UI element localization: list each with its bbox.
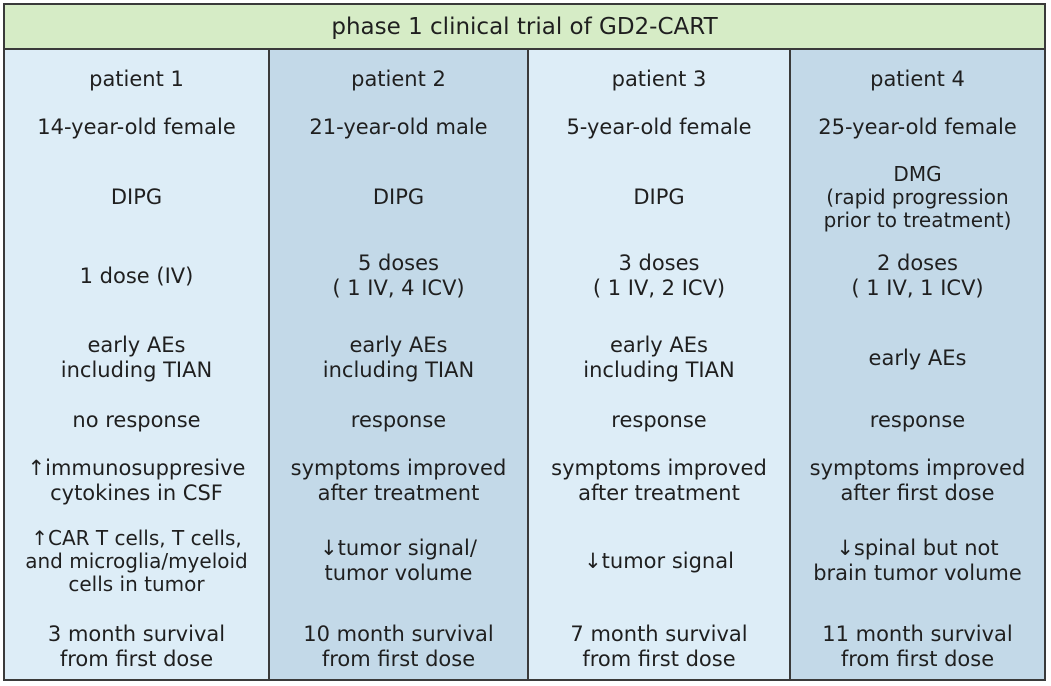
patient-demographics: 21-year-old male (309, 114, 488, 139)
patient-diagnosis: DIPG (633, 184, 685, 209)
patient-demographics: 5-year-old female (566, 114, 752, 139)
patient-adverse-events: early AEs including TIAN (60, 333, 213, 382)
patient-column-3: patient 3 5-year-old female DIPG 3 doses… (527, 50, 789, 679)
patient-response: response (350, 407, 447, 432)
table-title: phase 1 clinical trial of GD2-CART (5, 5, 1044, 50)
patient-tumor-finding: ↓tumor signal (584, 548, 734, 573)
patient-dosing: 5 doses ( 1 IV, 4 ICV) (332, 251, 465, 300)
patient-tumor-finding: ↓spinal but not brain tumor volume (813, 536, 1022, 585)
patient-column-2: patient 2 21-year-old male DIPG 5 doses … (268, 50, 527, 679)
patient-demographics: 14-year-old female (37, 114, 236, 139)
patient-diagnosis: DIPG (110, 184, 163, 209)
patient-column-4: patient 4 25-year-old female DMG (rapid … (789, 50, 1044, 679)
patient-name: patient 4 (870, 66, 965, 91)
patient-adverse-events: early AEs (868, 345, 967, 370)
patient-survival: 11 month survival from first dose (822, 622, 1013, 671)
patient-survival: 3 month survival from first dose (47, 622, 226, 671)
patient-response: response (611, 407, 707, 432)
patient-demographics: 25-year-old female (818, 114, 1017, 139)
patient-diagnosis: DIPG (372, 184, 425, 209)
patient-clinical-note: symptoms improved after treatment (551, 456, 767, 505)
patient-clinical-note: symptoms improved after treatment (290, 456, 507, 505)
patient-response: no response (72, 407, 201, 432)
patient-dosing: 3 doses ( 1 IV, 2 ICV) (592, 251, 726, 300)
patient-survival: 10 month survival from first dose (303, 622, 494, 671)
patient-response: response (869, 407, 966, 432)
patient-adverse-events: early AEs including TIAN (583, 333, 735, 382)
patient-name: patient 3 (611, 66, 707, 91)
patient-diagnosis: DMG (rapid progression prior to treatmen… (823, 161, 1012, 232)
patient-adverse-events: early AEs including TIAN (322, 333, 475, 382)
trial-summary-table: phase 1 clinical trial of GD2-CART patie… (3, 3, 1046, 681)
patient-column-1: patient 1 14-year-old female DIPG 1 dose… (5, 50, 268, 679)
patient-dosing: 2 doses ( 1 IV, 1 ICV) (851, 251, 984, 300)
patient-clinical-note: ↑immunosuppresive cytokines in CSF (27, 456, 246, 505)
patient-survival: 7 month survival from first dose (570, 622, 748, 671)
patient-clinical-note: symptoms improved after first dose (809, 456, 1026, 505)
patient-name: patient 1 (89, 66, 184, 91)
patient-tumor-finding: ↓tumor signal/ tumor volume (320, 536, 477, 585)
patient-name: patient 2 (351, 66, 446, 91)
patient-dosing: 1 dose (IV) (79, 263, 194, 288)
patient-tumor-finding: ↑CAR T cells, T cells, and microglia/mye… (25, 525, 248, 596)
